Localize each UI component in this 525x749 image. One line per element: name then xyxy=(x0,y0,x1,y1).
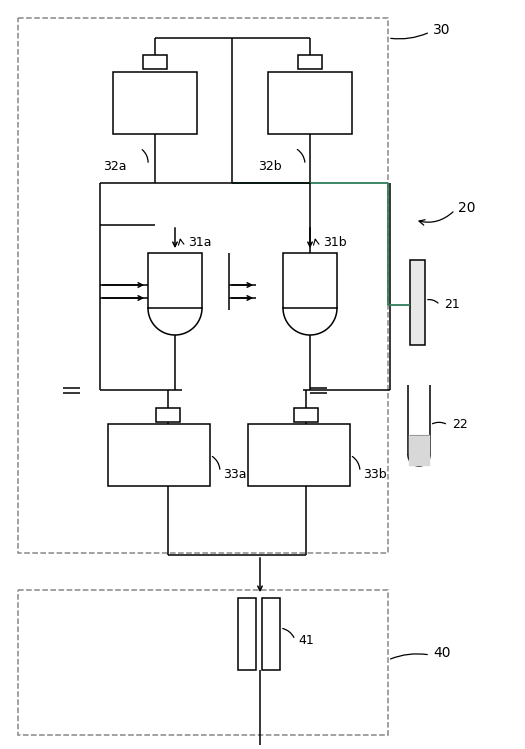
Text: 41: 41 xyxy=(298,634,314,646)
Bar xyxy=(268,72,352,134)
Text: 33b: 33b xyxy=(363,467,386,481)
Bar xyxy=(298,55,322,69)
Text: 32a: 32a xyxy=(103,160,127,174)
Text: 40: 40 xyxy=(433,646,450,660)
Text: 21: 21 xyxy=(444,297,460,311)
Text: 30: 30 xyxy=(433,23,450,37)
Bar xyxy=(108,424,210,486)
Bar xyxy=(262,598,280,670)
Bar xyxy=(156,408,180,422)
Bar xyxy=(238,598,256,670)
Bar xyxy=(113,72,197,134)
Text: 33a: 33a xyxy=(223,467,247,481)
Text: 31a: 31a xyxy=(188,235,212,249)
Text: 20: 20 xyxy=(458,201,476,215)
Text: 32b: 32b xyxy=(258,160,281,174)
Bar xyxy=(18,18,388,553)
Bar xyxy=(248,424,350,486)
Bar xyxy=(283,253,337,308)
Bar xyxy=(18,590,388,735)
Bar xyxy=(294,408,318,422)
Bar xyxy=(410,260,425,345)
Text: 22: 22 xyxy=(452,417,468,431)
Text: 31b: 31b xyxy=(323,235,346,249)
Bar xyxy=(148,253,202,308)
Bar xyxy=(143,55,167,69)
